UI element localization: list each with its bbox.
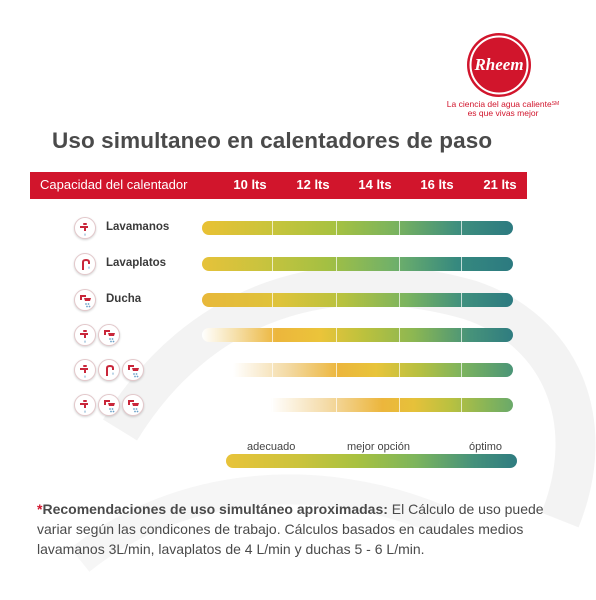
- capacity-bar-lavaplatos: [202, 257, 513, 271]
- kitchen-faucet-icon: [74, 253, 96, 275]
- row-label-lavamanos: Lavamanos: [106, 221, 170, 233]
- shower-icon: [122, 394, 144, 416]
- tagline-line2: es que vivas mejor: [467, 108, 539, 118]
- faucet-icon: [74, 394, 96, 416]
- page-title: Uso simultaneo en calentadores de paso: [52, 128, 493, 153]
- capacity-bar-lavamanos-dos-duchas: [202, 398, 513, 412]
- row-label-ducha: Ducha: [106, 293, 142, 305]
- row-lavamanos: Lavamanos: [0, 214, 596, 242]
- capacity-10: 10 lts: [233, 177, 267, 192]
- capacity-14: 14 lts: [358, 177, 392, 192]
- faucet-icon: [74, 324, 96, 346]
- footnote-asterisk: *: [37, 501, 43, 517]
- brand-logo: Rheem La ciencia del agua calienteSM es …: [438, 32, 568, 122]
- footnote-heading: Recomendaciones de uso simultáneo aproxi…: [42, 501, 388, 517]
- faucet-icon: [74, 359, 96, 381]
- tagline-line1: La ciencia del agua caliente: [446, 99, 552, 109]
- capacity-12: 12 lts: [296, 177, 330, 192]
- shower-icon: [74, 289, 96, 311]
- capacity-header-label: Capacidad del calentador: [40, 177, 188, 192]
- footnote-text: El Cálculo de uso puede variar según las…: [37, 501, 544, 557]
- shower-icon: [98, 324, 120, 346]
- brand-tagline: La ciencia del agua calienteSM es que vi…: [438, 100, 568, 118]
- row-lavamanos-dos-duchas: [0, 391, 596, 419]
- capacity-bar-lavamanos-ducha: [202, 328, 513, 342]
- capacity-header: Capacidad del calentador 10 lts 12 lts 1…: [30, 172, 527, 199]
- capacity-bar-lavamanos: [202, 221, 513, 235]
- row-label-lavaplatos: Lavaplatos: [106, 257, 167, 269]
- capacity-bar-lavamanos-lavaplatos-ducha: [202, 363, 513, 377]
- legend-gradient-bar: [226, 454, 517, 468]
- rheem-seal-icon: Rheem: [467, 33, 531, 97]
- legend-best-label: mejor opción: [347, 441, 410, 453]
- legend-optimal-label: óptimo: [469, 441, 503, 453]
- row-lavaplatos: Lavaplatos: [0, 250, 596, 278]
- shower-icon: [122, 359, 144, 381]
- capacity-16: 16 lts: [420, 177, 454, 192]
- row-ducha: Ducha: [0, 286, 596, 314]
- legend-adequate-label: adecuado: [247, 441, 296, 453]
- capacity-21: 21 lts: [483, 177, 517, 192]
- tagline-tm: SM: [551, 101, 560, 107]
- faucet-icon: [74, 217, 96, 239]
- brand-name: Rheem: [473, 55, 523, 74]
- row-lavamanos-lavaplatos-ducha: [0, 356, 596, 384]
- kitchen-faucet-icon: [98, 359, 120, 381]
- row-lavamanos-ducha: [0, 321, 596, 349]
- shower-icon: [98, 394, 120, 416]
- footnote: *Recomendaciones de uso simultáneo aprox…: [37, 499, 557, 559]
- capacity-bar-ducha: [202, 293, 513, 307]
